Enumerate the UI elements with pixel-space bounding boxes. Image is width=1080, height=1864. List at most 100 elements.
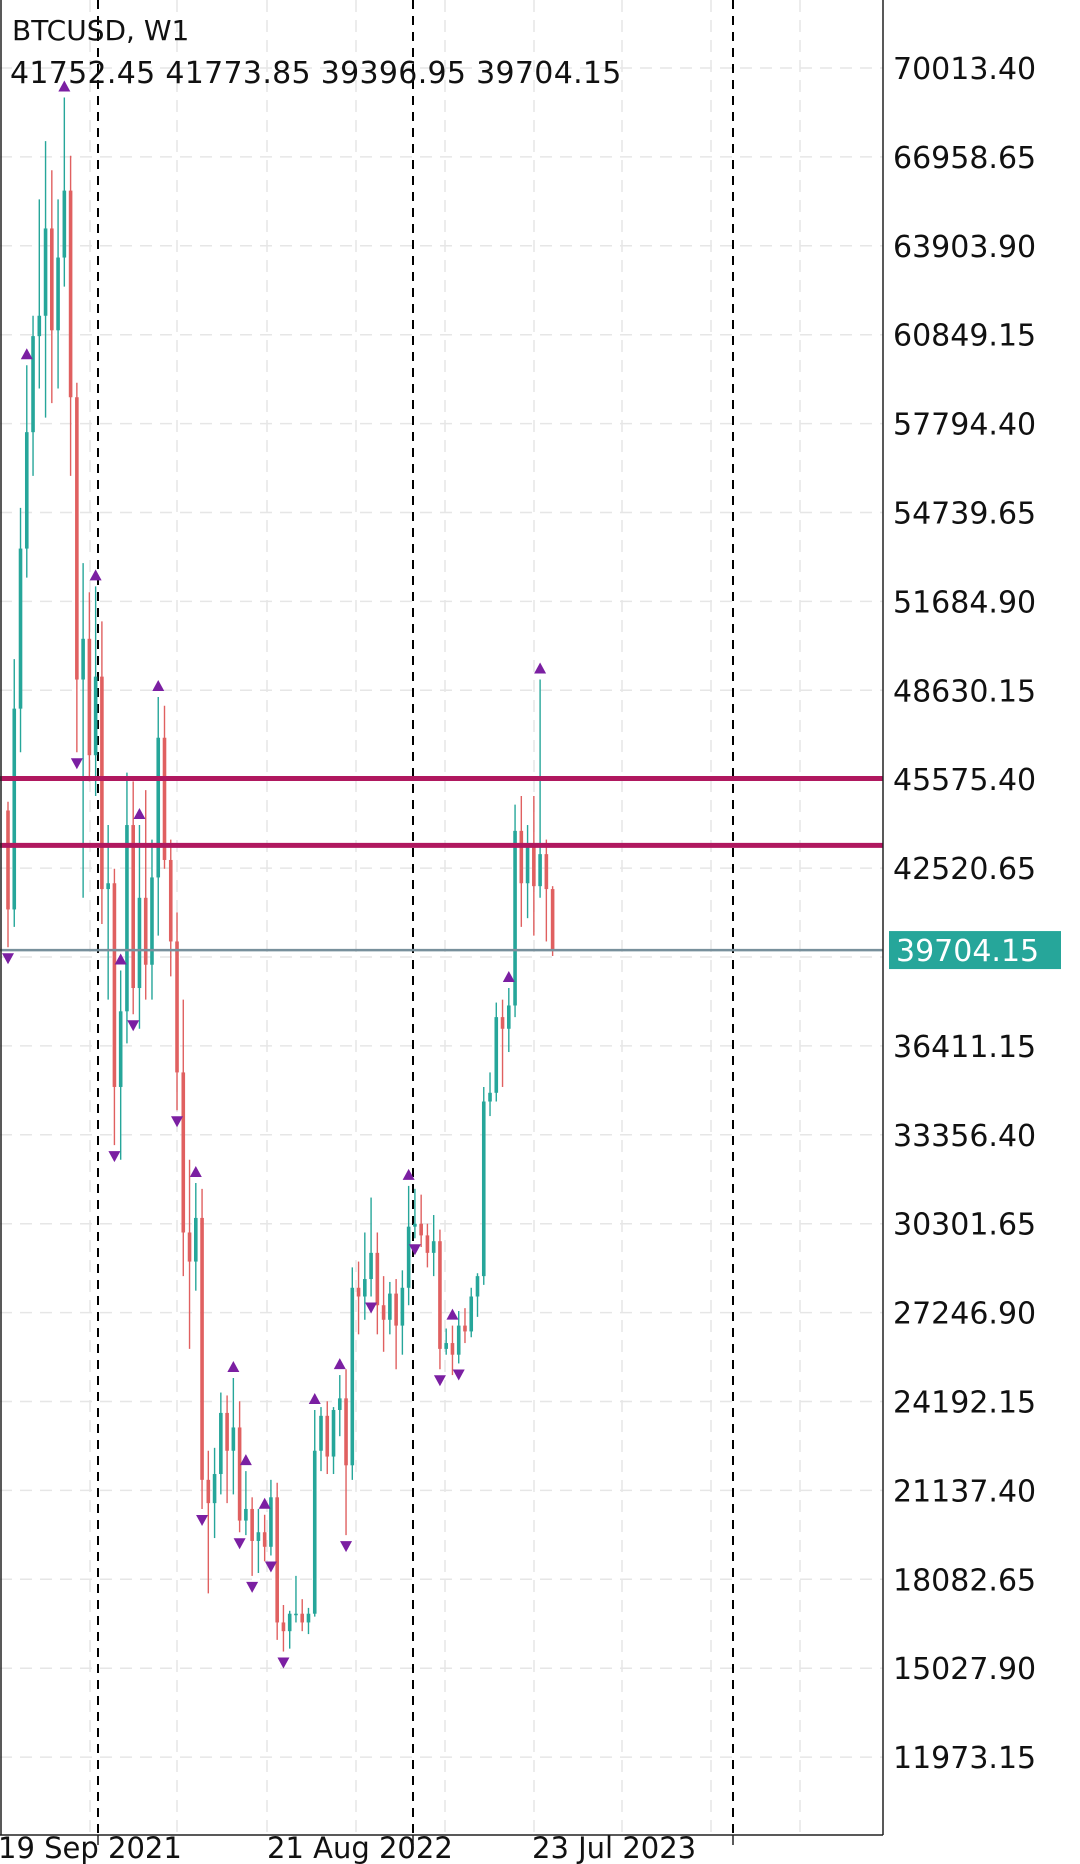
candle-body <box>12 708 17 910</box>
candle-body <box>394 1293 398 1326</box>
candle-body <box>294 1613 298 1616</box>
up-fractal-marker <box>534 662 547 674</box>
up-fractal-marker <box>89 569 102 581</box>
up-fractal-marker <box>189 1166 202 1178</box>
up-fractal-marker <box>58 80 71 92</box>
current-price-label: 39704.15 <box>896 934 1039 969</box>
candle-body <box>306 1613 311 1623</box>
candle-body <box>475 1276 480 1297</box>
price-tick-label: 66958.65 <box>893 141 1036 176</box>
candle-body <box>544 854 549 890</box>
candle-body <box>200 1217 204 1480</box>
candle-body <box>118 1011 123 1087</box>
up-fractal-marker <box>133 808 146 820</box>
time-tick-label: 23 Jul 2023 <box>532 1831 696 1864</box>
candle-body <box>256 1532 261 1541</box>
candle-body <box>356 1287 361 1297</box>
candle-body <box>431 1241 436 1253</box>
candle-body <box>275 1497 279 1623</box>
price-tick-label: 51684.90 <box>893 585 1036 620</box>
candle-body <box>494 1017 499 1093</box>
time-tick-label: 19 Sep 2021 <box>0 1831 182 1864</box>
candle-body <box>325 1415 330 1457</box>
candle-body <box>150 877 154 965</box>
candle-body <box>488 1092 492 1102</box>
candle-body <box>381 1305 386 1320</box>
fractals <box>2 80 547 1669</box>
down-fractal-marker <box>452 1369 465 1381</box>
candle-body <box>369 1252 373 1280</box>
candle-body <box>413 1223 417 1227</box>
up-fractal-marker <box>227 1360 240 1372</box>
candle-body <box>87 638 92 756</box>
down-fractal-marker <box>246 1581 259 1593</box>
candle-body <box>56 257 60 331</box>
candle-body <box>50 228 54 331</box>
candle-body <box>337 1398 342 1411</box>
candle-body <box>244 1508 248 1521</box>
candle-body <box>319 1415 323 1451</box>
candle-body <box>37 315 42 337</box>
candle-body <box>156 737 161 878</box>
candle-body <box>143 897 148 965</box>
candle-body <box>18 548 23 709</box>
down-fractal-marker <box>2 953 14 965</box>
grid <box>0 0 883 1835</box>
candle-body <box>31 336 35 433</box>
price-tick-label: 45575.40 <box>893 763 1036 798</box>
candle-body <box>419 1223 423 1236</box>
candle-body <box>269 1497 273 1547</box>
candle-body <box>519 830 524 884</box>
up-fractal-marker <box>308 1393 321 1405</box>
price-tick-label: 33356.40 <box>893 1119 1036 1154</box>
candle-body <box>194 1217 198 1262</box>
candle-body <box>388 1293 392 1320</box>
candle-body <box>450 1343 455 1355</box>
candle-body <box>131 825 135 989</box>
candle-body <box>287 1613 292 1632</box>
candle-body <box>125 825 129 1012</box>
candles <box>6 97 555 1652</box>
candle-body <box>100 676 104 890</box>
up-fractal-marker <box>20 348 33 360</box>
down-fractal-marker <box>196 1514 209 1526</box>
candle-body <box>344 1398 348 1466</box>
price-tick-label: 42520.65 <box>893 852 1036 887</box>
up-fractal-marker <box>258 1497 271 1509</box>
candle-body <box>550 889 555 951</box>
candle-body <box>525 845 530 884</box>
candle-body <box>24 432 29 549</box>
candle-body <box>331 1410 336 1457</box>
price-tick-label: 18082.65 <box>893 1563 1036 1598</box>
candle-body <box>406 1226 411 1288</box>
candle-body <box>532 845 536 887</box>
current-price-badge <box>889 931 1061 970</box>
period-separators <box>97 0 734 1835</box>
ohlc-values: 41752.45 41773.85 39396.95 39704.15 <box>10 56 622 91</box>
up-fractal-marker <box>402 1168 415 1180</box>
price-tick-label: 48630.15 <box>893 674 1036 709</box>
candle-body <box>469 1296 474 1332</box>
down-fractal-marker <box>70 758 83 770</box>
candle-body <box>225 1412 229 1451</box>
candle-body <box>250 1508 254 1541</box>
candle-body <box>262 1532 267 1547</box>
candle-body <box>212 1474 217 1504</box>
candle-body <box>363 1279 367 1297</box>
candle-body <box>538 854 542 887</box>
candle-body <box>137 897 142 989</box>
down-fractal-marker <box>433 1375 446 1387</box>
price-tick-label: 30301.65 <box>893 1208 1036 1243</box>
down-fractal-marker <box>233 1538 246 1550</box>
candle-body <box>481 1101 486 1277</box>
candle-body <box>463 1325 467 1332</box>
up-fractal-marker <box>239 1454 252 1466</box>
horizontal-levels[interactable] <box>0 775 883 952</box>
candle-body <box>62 190 67 258</box>
down-fractal-marker <box>365 1302 378 1314</box>
price-tick-label: 24192.15 <box>893 1386 1036 1421</box>
price-tick-label: 60849.15 <box>893 319 1036 354</box>
